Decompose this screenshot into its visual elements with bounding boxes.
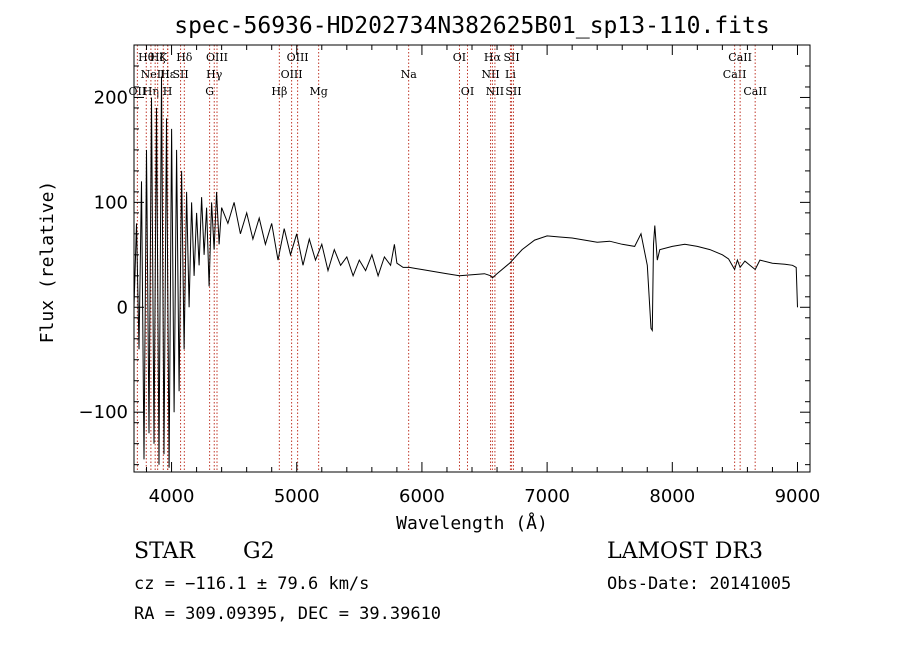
y-tick-label: −100 — [79, 402, 128, 423]
spectrum-line — [133, 76, 798, 468]
line-label: Hγ — [206, 68, 223, 81]
line-label: CaII — [728, 51, 752, 64]
y-tick-label: 200 — [94, 87, 128, 108]
x-tick-label: 6000 — [399, 486, 445, 507]
line-label: NeIII — [141, 68, 170, 81]
line-label: G — [205, 85, 214, 98]
y-axis-label: Flux (relative) — [37, 181, 58, 344]
line-label: OIII — [287, 51, 309, 64]
y-tick-label: 100 — [94, 192, 128, 213]
x-tick-label: 8000 — [649, 486, 695, 507]
line-label: Hθ — [138, 51, 155, 64]
obs-date: Obs-Date: 20141005 — [607, 574, 792, 594]
object-class: STAR — [134, 539, 195, 564]
line-label: CaII — [723, 68, 747, 81]
line-label: K — [159, 51, 168, 64]
line-label: Hη — [143, 85, 159, 98]
x-tick-label: 5000 — [274, 486, 320, 507]
line-label: Hζ — [150, 51, 166, 64]
plot-frame — [133, 44, 811, 473]
line-label: SII — [172, 68, 188, 81]
line-label: Mg — [309, 85, 327, 98]
y-tick-label: 0 — [117, 297, 128, 318]
line-label: SII — [503, 51, 519, 64]
line-markers: OIIHθHηNeIIIHζKHHεSIIHδGHγOIIIHβOIIIOIII… — [129, 45, 767, 472]
spectral-subclass: G2 — [243, 539, 275, 564]
line-label: Hβ — [271, 85, 287, 98]
coordinates: RA = 309.09395, DEC = 39.39610 — [134, 604, 442, 624]
line-label: Na — [401, 68, 418, 81]
chart-title: spec-56936-HD202734N382625B01_sp13-110.f… — [174, 13, 769, 39]
line-label: CaII — [743, 85, 767, 98]
line-label: Li — [505, 68, 516, 81]
x-axis-label: Wavelength (Å) — [396, 512, 548, 534]
line-label: SII — [505, 85, 521, 98]
x-tick-label: 9000 — [775, 486, 821, 507]
line-label: Hε — [160, 68, 176, 81]
x-tick-label: 7000 — [524, 486, 570, 507]
redshift-cz: cz = −116.1 ± 79.6 km/s — [134, 574, 370, 594]
axes: 4000 5000 6000 7000 8000 9000 −100 0 100 200 — [79, 44, 821, 507]
line-label: Hδ — [176, 51, 193, 64]
line-label: Hα — [484, 51, 502, 64]
line-label: NII — [481, 68, 499, 81]
line-label: OII — [129, 85, 147, 98]
x-tick-label: 4000 — [149, 486, 195, 507]
line-label: OI — [461, 85, 474, 98]
survey-name: LAMOST DR3 — [607, 539, 763, 564]
line-label: OIII — [206, 51, 228, 64]
line-label: OIII — [281, 68, 303, 81]
line-label: OI — [453, 51, 466, 64]
line-label: NII — [486, 85, 504, 98]
